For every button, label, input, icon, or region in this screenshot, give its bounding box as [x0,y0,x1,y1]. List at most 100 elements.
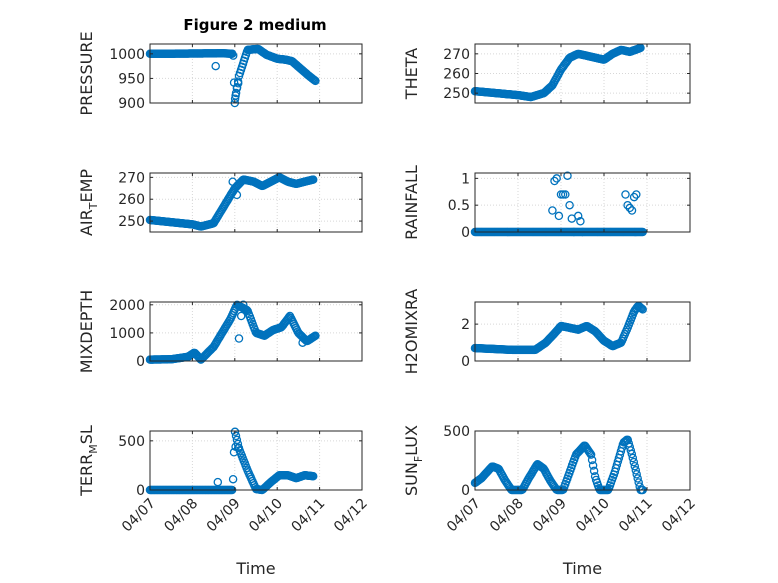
x-tick-label: 04/08 [161,496,201,536]
y-tick-label: 1000 [109,326,145,342]
y-tick-label: 0 [136,354,145,370]
y-tick-label: 0 [461,483,470,499]
y-tick-label: 250 [443,86,470,102]
y-label-main: TERR [77,454,96,497]
axes-box [149,301,363,362]
data-point [631,466,641,475]
subplot-6: 0 2 H2OMIXRA [402,289,691,375]
data-point [233,443,243,452]
y-label-main: MIXDEPTH [77,290,96,373]
y-tick-label: 950 [118,71,145,87]
data-point [228,177,237,186]
y-label-main: H2OMIXRA [402,289,421,375]
data-point [308,471,318,481]
y-axis-label: RAINFALL [402,165,421,240]
x-tick-label: 04/11 [289,496,329,536]
y-tick-label: 0 [136,483,145,499]
data-point [234,334,244,343]
data-point [623,200,632,210]
y-label-main: SUN [402,462,421,496]
data-point [213,477,223,487]
x-tick-label: 04/10 [573,496,613,536]
y-tick-label: 500 [118,434,145,450]
axes-box [474,172,691,233]
figure-title: Figure 2 medium [183,16,326,34]
y-label-subscript: M [87,444,100,454]
y-label-main: AIR [77,209,96,236]
y-axis-label: MIXDEPTH [77,290,96,373]
y-label-tail: LUX [402,425,421,456]
plot-area [475,173,690,232]
data-point [236,311,246,321]
data-point [632,470,641,479]
y-tick-label: 0.5 [448,198,470,214]
axes-box [149,172,363,233]
subplot-8: 04/07 04/08 04/09 04/10 04/11 04/12 0 500 SUNFLU… [402,424,699,578]
data-point [311,76,320,86]
subplot-4: 0 0.5 1 RAINFALL [402,165,691,241]
y-label-main: PRESSURE [77,31,96,115]
y-tick-label: 250 [118,214,145,230]
data-point [632,190,641,199]
data-point [228,51,238,60]
data-point [630,461,640,471]
data-point [629,192,639,202]
data-point [587,455,597,465]
subplot-2: 250 260 270 THETA [402,43,691,104]
y-tick-label: 260 [118,192,145,208]
y-tick-label: 270 [443,47,470,63]
data-point [548,206,557,215]
data-point [232,190,242,200]
data-point [634,478,643,487]
data-point [310,75,319,85]
data-point [626,446,636,455]
subplot-1: 900 950 1000 PRESSURE [77,31,363,116]
x-tick-label: 04/07 [444,496,484,536]
data-point [239,300,248,310]
data-point [308,175,318,184]
x-tick-label: 04/10 [246,496,286,536]
subplot-5: 0 1000 2000 MIXDEPTH [77,290,363,373]
data-point [231,431,241,441]
y-axis-label: THETA [402,48,421,100]
data-point [563,171,572,180]
subplot-7: 04/07 04/08 04/09 04/10 04/11 04/12 0 500 TERRMS… [77,425,371,578]
data-point [636,303,645,312]
x-tick-label: 04/08 [487,496,527,536]
x-tick-label: 04/11 [616,496,656,536]
y-axis-label: PRESSURE [77,31,96,115]
data-point [629,457,639,467]
y-label-tail: SL [77,425,96,444]
data-point [625,203,635,213]
data-point [627,206,637,215]
y-tick-label: 0 [461,225,470,241]
data-point [628,453,638,463]
y-tick-label: 500 [443,424,470,440]
data-point [311,331,320,340]
data-point [298,338,307,347]
y-axis-label: TERRMSL [77,425,100,497]
data-point [589,466,599,476]
y-tick-label: 1000 [109,47,145,63]
x-tick-label: 04/07 [119,496,159,536]
data-point [565,200,574,210]
data-point [233,79,243,88]
y-axis-label: SUNFLUX [402,425,425,496]
data-point [638,305,647,314]
axes-box [149,43,363,104]
data-point [232,84,242,93]
data-point [230,427,240,437]
plot-area [475,431,690,490]
data-point [211,61,220,71]
y-tick-label: 2000 [109,298,145,314]
data-point [561,190,570,199]
x-tick-label: 04/09 [530,496,570,536]
data-point [588,461,598,470]
y-axis-label: AIRTEMP [77,169,100,236]
x-tick-label: 04/09 [204,496,244,536]
x-axis-label: Time [562,559,602,578]
y-axis-label: H2OMIXRA [402,289,421,375]
y-label-subscript: F [412,456,425,462]
